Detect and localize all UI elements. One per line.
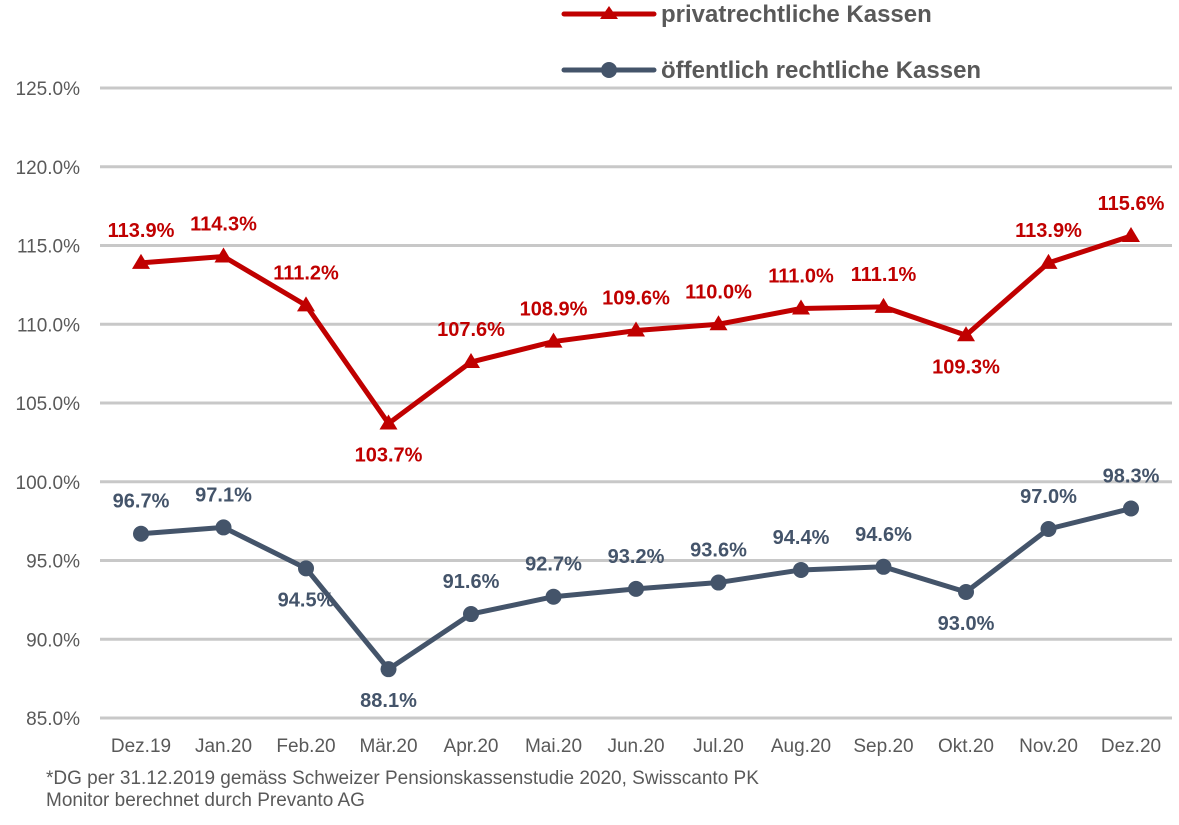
data-label: 96.7% — [113, 491, 170, 513]
data-label: 111.0% — [768, 266, 834, 288]
data-point-triangle — [792, 299, 810, 315]
data-point-circle — [298, 560, 314, 577]
x-tick-label: Aug.20 — [771, 736, 831, 757]
data-label: 110.0% — [685, 281, 752, 303]
data-point-triangle — [709, 315, 728, 331]
footnote-line-2: Monitor berechnet durch Prevanto AG — [46, 790, 365, 811]
x-tick-label: Feb.20 — [276, 736, 335, 757]
x-tick-label: Jul.20 — [693, 736, 744, 757]
data-label: 91.6% — [443, 571, 500, 593]
data-label: 92.7% — [525, 554, 582, 576]
data-label: 108.9% — [520, 299, 588, 321]
legend-item-oeffentlich: öffentlich rechtliche Kassen — [561, 57, 981, 84]
data-point-triangle — [627, 321, 645, 337]
data-label: 88.1% — [360, 690, 417, 712]
x-tick-label: Dez.20 — [1101, 736, 1161, 757]
data-label: 109.6% — [602, 288, 670, 310]
legend-triangle-marker-icon — [600, 6, 618, 19]
data-label: 107.6% — [437, 319, 505, 341]
data-point-triangle — [544, 332, 563, 348]
data-label: 97.1% — [195, 484, 252, 506]
data-point-triangle — [1122, 227, 1140, 243]
data-label: 113.9% — [108, 220, 175, 242]
series-oeffentlich: 96.7% 97.1% 94.5% 88.1% 91.6% 92.7% 93.2% 93.6%… — [113, 466, 1160, 713]
x-tick-label: Mai.20 — [525, 736, 582, 757]
data-label: 115.6% — [1098, 193, 1165, 215]
data-point-circle — [1040, 521, 1057, 537]
data-label: 94.6% — [855, 524, 912, 546]
y-tick-label: 125.0% — [16, 79, 81, 100]
data-point-circle — [545, 588, 562, 605]
data-point-triangle — [132, 253, 150, 269]
data-label: 94.4% — [773, 527, 830, 549]
series-group: 113.9% 114.3% 111.2% 103.7% 107.6% 108.9% 109.… — [108, 193, 1165, 712]
data-point-triangle — [874, 297, 893, 313]
legend: privatrechtliche Kassen öffentlich recht… — [561, 1, 981, 84]
data-point-triangle — [462, 353, 480, 369]
x-tick-label: Dez.19 — [111, 736, 171, 757]
data-point-circle — [958, 584, 974, 600]
legend-item-privatrechtliche: privatrechtliche Kassen — [561, 1, 932, 28]
data-point-triangle — [379, 414, 398, 430]
data-point-triangle — [957, 326, 975, 342]
x-tick-label: Okt.20 — [938, 736, 994, 757]
data-point-triangle — [214, 247, 233, 263]
footnote: *DG per 31.12.2019 gemäss Schweizer Pens… — [46, 768, 946, 812]
data-label: 93.6% — [690, 540, 747, 562]
data-point-circle — [215, 519, 232, 536]
data-point-circle — [710, 574, 727, 591]
y-tick-label: 90.0% — [26, 630, 80, 651]
data-point-triangle — [1039, 253, 1058, 269]
x-tick-label: Apr.20 — [444, 736, 499, 757]
x-axis: Dez.19 Jan.20 Feb.20 Mär.20 Apr.20 Mai.20 Jun.… — [111, 736, 1161, 757]
data-point-circle — [463, 606, 479, 623]
y-tick-label: 120.0% — [16, 158, 81, 179]
data-point-circle — [875, 558, 892, 575]
footnote-line-1: *DG per 31.12.2019 gemäss Schweizer Pens… — [46, 768, 759, 789]
legend-label-oeffentlich: öffentlich rechtliche Kassen — [661, 57, 981, 84]
data-label: 97.0% — [1020, 486, 1077, 508]
data-point-circle — [628, 580, 644, 597]
data-point-triangle — [297, 296, 315, 312]
y-tick-label: 95.0% — [26, 552, 80, 573]
data-point-circle — [1123, 500, 1139, 517]
x-tick-label: Sep.20 — [853, 736, 913, 757]
data-label: 93.2% — [608, 546, 665, 568]
data-label: 114.3% — [190, 214, 257, 236]
y-axis: 125.0% 120.0% 115.0% 110.0% 105.0% 100.0% 95.0… — [16, 79, 81, 730]
legend-label-privatrechtliche: privatrechtliche Kassen — [661, 1, 932, 28]
data-label: 109.3% — [932, 356, 1000, 378]
x-tick-label: Mär.20 — [359, 736, 417, 757]
data-point-circle — [793, 561, 809, 578]
series-privatrechtliche: 113.9% 114.3% 111.2% 103.7% 107.6% 108.9% 109.… — [108, 193, 1165, 466]
data-label: 103.7% — [355, 444, 423, 466]
y-tick-label: 105.0% — [16, 394, 81, 415]
data-point-circle — [133, 525, 149, 542]
data-point-circle — [380, 661, 397, 678]
data-label: 113.9% — [1015, 220, 1082, 242]
legend-circle-marker-icon — [601, 62, 617, 78]
y-tick-label: 100.0% — [16, 473, 81, 494]
data-label: 93.0% — [938, 613, 995, 635]
y-tick-label: 85.0% — [26, 709, 80, 730]
gridlines — [100, 86, 1172, 720]
x-tick-label: Jan.20 — [195, 736, 252, 757]
y-tick-label: 110.0% — [17, 315, 80, 336]
data-label: 98.3% — [1103, 466, 1160, 488]
data-label: 111.2% — [273, 262, 339, 284]
data-label: 111.1% — [851, 264, 917, 286]
x-tick-label: Jun.20 — [607, 736, 664, 757]
y-tick-label: 115.0% — [17, 237, 80, 258]
data-label: 94.5% — [278, 589, 335, 611]
x-tick-label: Nov.20 — [1019, 736, 1078, 757]
